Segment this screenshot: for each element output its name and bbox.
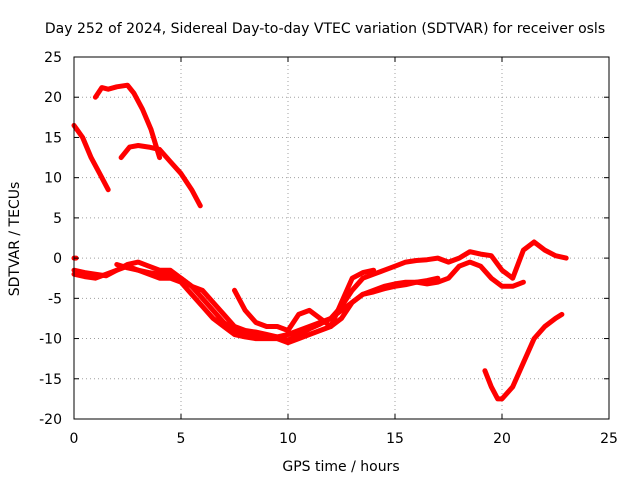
grid-lines [74, 57, 609, 419]
x-axis-label: GPS time / hours [282, 459, 399, 475]
x-tick-label: 20 [493, 431, 511, 447]
y-tick-label: -15 [39, 372, 62, 388]
plot-frame [73, 56, 610, 420]
y-tick-label: 15 [44, 130, 62, 146]
series-line-arc-7 [232, 267, 377, 333]
series-line-arc-8 [482, 311, 565, 402]
x-tick-label: 5 [177, 431, 186, 447]
series-line-arc-1 [71, 122, 111, 193]
y-tick-label: 10 [44, 171, 62, 187]
y-tick-label: -5 [48, 291, 62, 307]
x-tick-label: 25 [600, 431, 618, 447]
series-line-arc-3 [118, 143, 203, 209]
y-tick-label: 25 [44, 50, 62, 66]
series-line-arc-2 [92, 82, 163, 161]
y-tick-label: -10 [39, 332, 62, 348]
y-axis-label: SDTVAR / TECUs [7, 182, 23, 297]
series-line-arc-6 [114, 262, 441, 340]
y-tick-label: 20 [44, 90, 62, 106]
y-tick-label: 5 [53, 211, 62, 227]
y-axis-tick-labels: -20 -15 -10 -5 0 5 10 15 20 25 [39, 50, 62, 428]
x-tick-label: 15 [386, 431, 404, 447]
x-tick-label: 10 [279, 431, 297, 447]
x-tick-label: 0 [70, 431, 79, 447]
chart-title: Day 252 of 2024, Sidereal Day-to-day VTE… [45, 21, 605, 37]
x-axis-tick-labels: 0 5 10 15 20 25 [70, 431, 618, 447]
y-tick-label: 0 [53, 251, 62, 267]
axis-ticks [73, 56, 610, 420]
y-tick-label: -20 [39, 412, 62, 428]
